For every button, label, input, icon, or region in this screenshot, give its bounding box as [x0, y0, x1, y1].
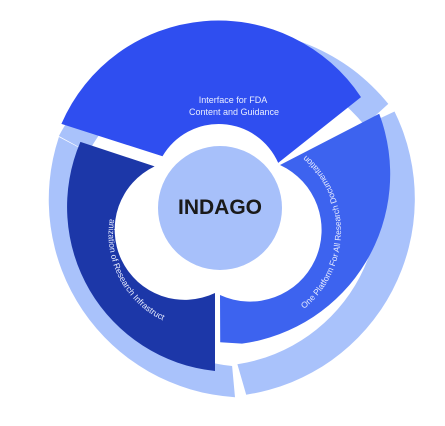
- segment-top: [61, 20, 362, 163]
- top-segment-line-1: Interface for FDA: [199, 95, 268, 105]
- outer-ring-right: [237, 111, 415, 395]
- segment-right: [220, 113, 391, 344]
- top-segment-label: Interface for FDA Content and Guidance: [189, 95, 279, 117]
- segment-left: [67, 141, 216, 371]
- center-label: INDAGO: [178, 196, 262, 219]
- center-circle: [158, 146, 282, 270]
- top-segment-line-2: Content and Guidance: [189, 107, 279, 117]
